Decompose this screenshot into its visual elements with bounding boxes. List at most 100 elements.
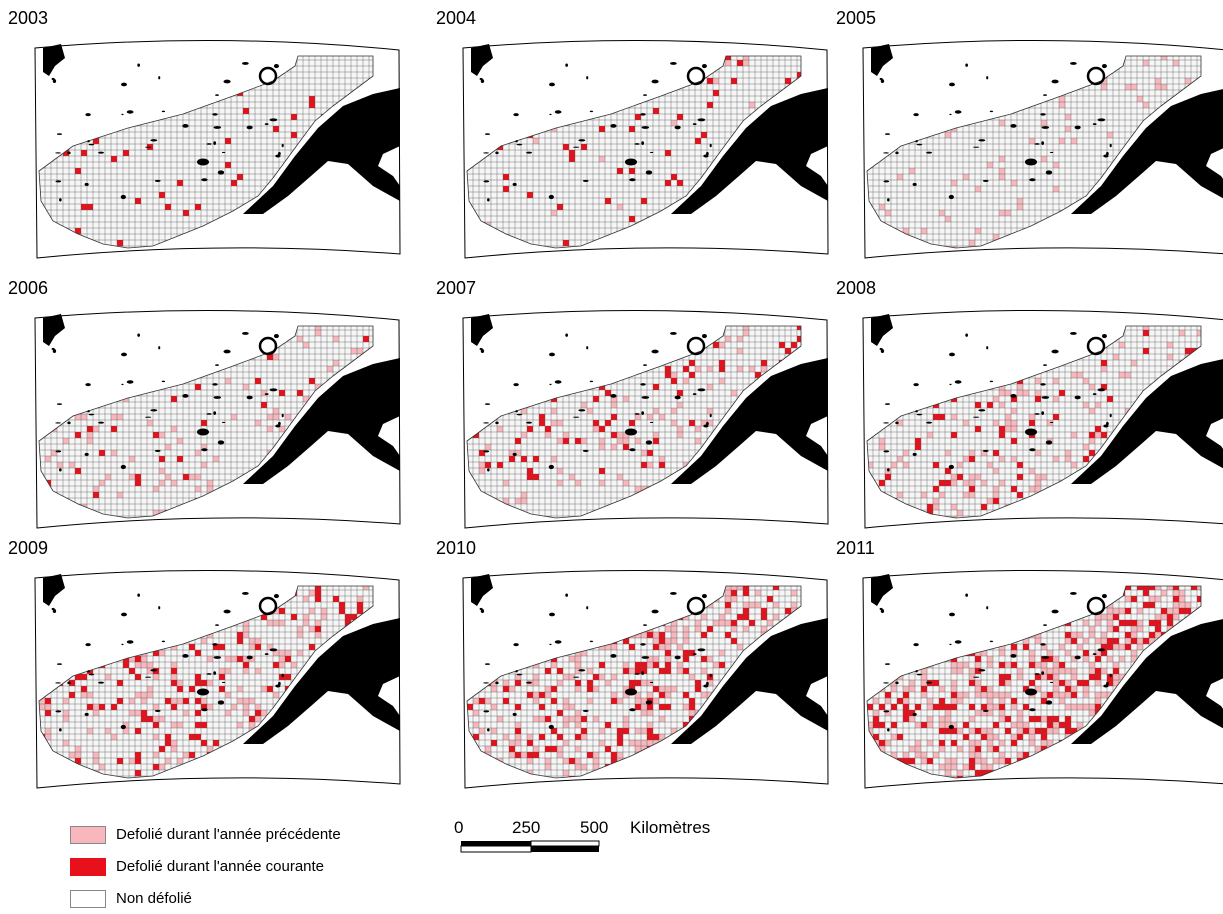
previous-year-cell xyxy=(183,710,189,716)
current-year-cell xyxy=(945,728,951,734)
current-year-cell xyxy=(659,632,665,638)
previous-year-cell xyxy=(999,402,1005,408)
previous-year-cell xyxy=(1065,692,1071,698)
previous-year-cell xyxy=(45,728,51,734)
current-year-cell xyxy=(81,674,87,680)
current-year-cell xyxy=(147,716,153,722)
current-year-cell xyxy=(1017,734,1023,740)
previous-year-cell xyxy=(1125,372,1131,378)
current-year-cell xyxy=(563,438,569,444)
current-year-cell xyxy=(785,782,791,788)
previous-year-cell xyxy=(975,662,981,668)
previous-year-cell xyxy=(981,758,987,764)
current-year-cell xyxy=(93,492,99,498)
previous-year-cell xyxy=(69,462,75,468)
previous-year-cell xyxy=(1053,674,1059,680)
previous-year-cell xyxy=(99,764,105,770)
previous-year-cell xyxy=(1065,668,1071,674)
current-year-cell xyxy=(921,528,927,531)
previous-year-cell xyxy=(1101,638,1107,644)
previous-year-cell xyxy=(1119,782,1125,788)
current-year-cell xyxy=(1059,662,1065,668)
current-year-cell xyxy=(725,252,731,258)
current-year-cell xyxy=(1065,632,1071,638)
previous-year-cell xyxy=(683,788,689,791)
previous-year-cell xyxy=(135,710,141,716)
previous-year-cell xyxy=(719,378,725,384)
previous-year-cell xyxy=(99,480,105,486)
previous-year-cell xyxy=(927,698,933,704)
current-year-cell xyxy=(719,360,725,366)
previous-year-cell xyxy=(593,686,599,692)
current-year-cell xyxy=(879,704,885,710)
previous-year-cell xyxy=(87,728,93,734)
current-year-cell xyxy=(653,108,659,114)
current-year-cell xyxy=(939,566,945,572)
previous-year-cell xyxy=(951,686,957,692)
previous-year-cell xyxy=(273,788,279,791)
previous-year-cell xyxy=(827,788,831,791)
current-year-cell xyxy=(611,414,617,420)
current-year-cell xyxy=(593,674,599,680)
current-year-cell xyxy=(683,656,689,662)
previous-year-cell xyxy=(545,432,551,438)
current-year-cell xyxy=(1065,728,1071,734)
current-year-cell xyxy=(915,788,921,791)
current-year-cell xyxy=(333,596,339,602)
previous-year-cell xyxy=(201,698,207,704)
year-label: 2007 xyxy=(436,278,476,299)
current-year-cell xyxy=(219,674,225,680)
current-year-cell xyxy=(117,758,123,764)
previous-year-cell xyxy=(479,462,485,468)
current-year-cell xyxy=(791,566,797,572)
previous-year-cell xyxy=(93,710,99,716)
previous-year-cell xyxy=(1011,456,1017,462)
previous-year-cell xyxy=(491,728,497,734)
previous-year-cell xyxy=(291,662,297,668)
previous-year-cell xyxy=(75,306,81,312)
previous-year-cell xyxy=(653,432,659,438)
previous-year-cell xyxy=(921,680,927,686)
previous-year-cell xyxy=(653,632,659,638)
current-year-cell xyxy=(581,728,587,734)
previous-year-cell xyxy=(1101,614,1107,620)
previous-year-cell xyxy=(1047,728,1053,734)
current-year-cell xyxy=(671,174,677,180)
previous-year-cell xyxy=(647,692,653,698)
previous-year-cell xyxy=(1011,704,1017,710)
current-year-cell xyxy=(195,204,201,210)
previous-year-cell xyxy=(915,752,921,758)
current-year-cell xyxy=(683,650,689,656)
previous-year-cell xyxy=(1053,788,1059,791)
previous-year-cell xyxy=(533,138,539,144)
current-year-cell xyxy=(189,734,195,740)
previous-year-cell xyxy=(963,456,969,462)
previous-year-cell xyxy=(267,414,273,420)
previous-year-cell xyxy=(951,758,957,764)
previous-year-cell xyxy=(1005,420,1011,426)
current-year-cell xyxy=(503,698,509,704)
current-year-cell xyxy=(647,450,653,456)
previous-year-cell xyxy=(1137,626,1143,632)
current-year-cell xyxy=(689,704,695,710)
previous-year-cell xyxy=(515,734,521,740)
previous-year-cell xyxy=(605,680,611,686)
current-year-cell xyxy=(581,716,587,722)
previous-year-cell xyxy=(725,528,731,531)
defoliation-map xyxy=(33,306,403,531)
current-year-cell xyxy=(761,360,767,366)
previous-year-cell xyxy=(249,638,255,644)
current-year-cell xyxy=(87,704,93,710)
previous-year-cell xyxy=(951,662,957,668)
current-year-cell xyxy=(707,782,713,788)
current-year-cell xyxy=(999,704,1005,710)
previous-year-cell xyxy=(921,228,927,234)
current-year-cell xyxy=(533,782,539,788)
previous-year-cell xyxy=(93,758,99,764)
current-year-cell xyxy=(339,602,345,608)
current-year-cell xyxy=(195,734,201,740)
previous-year-cell xyxy=(1101,632,1107,638)
previous-year-cell xyxy=(707,408,713,414)
current-year-cell xyxy=(1029,716,1035,722)
current-year-cell xyxy=(189,752,195,758)
